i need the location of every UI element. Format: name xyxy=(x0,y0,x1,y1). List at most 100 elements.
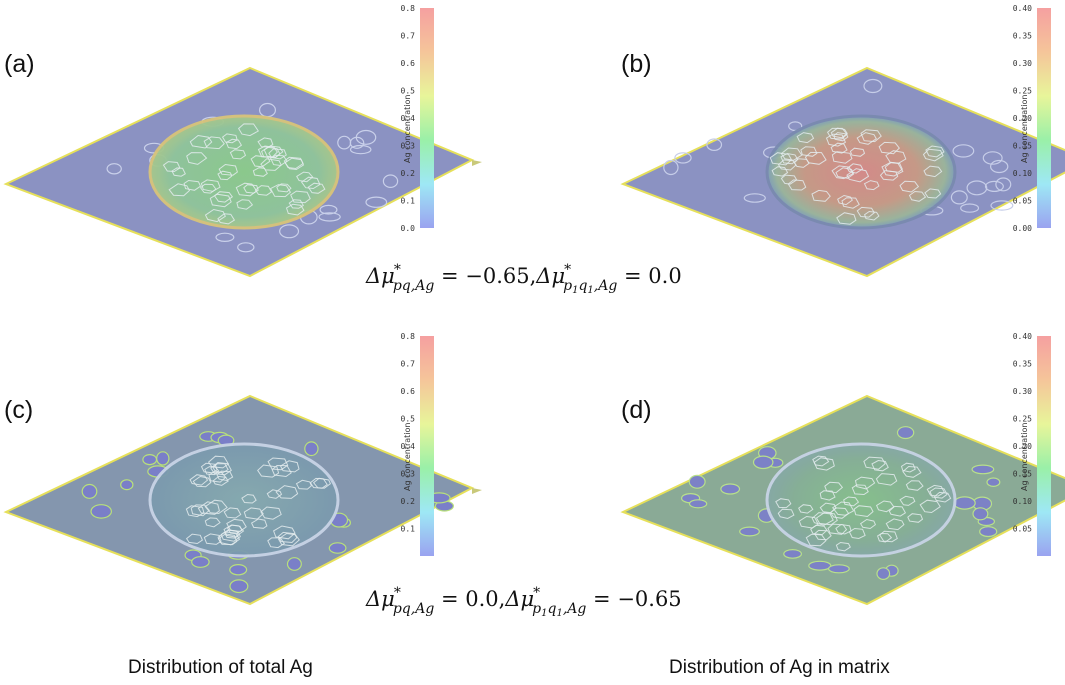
grain-boundary xyxy=(800,146,818,157)
panel-d: 0.40 0.35 0.30 0.25 0.20 0.15 0.10 0.05 Ag conce… xyxy=(620,332,1065,606)
precipitate xyxy=(365,196,388,208)
precipitate xyxy=(706,138,723,151)
precipitate xyxy=(863,78,883,94)
grain-boundary xyxy=(824,481,844,494)
grain-boundary xyxy=(275,485,299,499)
grain-boundary xyxy=(252,167,268,177)
grain-boundary xyxy=(277,532,300,547)
colorbar-tick-label: 0.05 xyxy=(1013,525,1032,534)
grain-boundary xyxy=(875,500,895,513)
grain-boundary xyxy=(168,183,191,197)
colorbar-tick-label: 0.1 xyxy=(401,197,416,206)
grain-boundary xyxy=(189,134,213,149)
grain-boundary xyxy=(884,161,903,173)
grain-boundary xyxy=(846,163,864,174)
grain-boundary xyxy=(200,179,221,192)
grain-boundary xyxy=(919,499,941,514)
precipitate xyxy=(752,455,774,470)
colorbar-tick-label: 0.6 xyxy=(401,59,416,68)
grain-boundary xyxy=(813,529,832,541)
grain-boundary xyxy=(288,199,304,209)
caption-right: Distribution of Ag in matrix xyxy=(669,657,890,678)
grain-boundary xyxy=(285,203,305,216)
grain-boundary xyxy=(835,523,852,535)
precipitate xyxy=(739,526,760,537)
grain-boundary xyxy=(923,165,943,178)
grain-boundary xyxy=(266,489,283,499)
colorbar-tick-label: 0.15 xyxy=(1013,470,1032,479)
colorbar-tick-label: 0.5 xyxy=(401,415,416,424)
grain-boundary xyxy=(200,462,218,474)
grain-boundary xyxy=(254,185,273,196)
colorbar-tick-label: 0.7 xyxy=(401,32,416,41)
grain-boundary xyxy=(189,474,209,486)
grain-boundary xyxy=(805,533,827,547)
precipitate xyxy=(349,144,372,155)
precipitate xyxy=(237,242,255,253)
colorbar-tick-label: 0.6 xyxy=(401,387,416,396)
precipitate xyxy=(318,212,341,222)
grain-boundary xyxy=(811,189,831,202)
grain-boundary xyxy=(221,133,238,144)
grain-boundary xyxy=(922,148,944,162)
grain-boundary xyxy=(223,507,242,519)
grain-boundary xyxy=(900,462,916,473)
grain-boundary xyxy=(217,533,238,546)
colorbar xyxy=(1037,336,1051,556)
grain-boundary xyxy=(796,132,815,144)
precipitate xyxy=(984,180,1004,192)
colorbar-tick-label: 0.40 xyxy=(1013,332,1032,341)
grain-boundary xyxy=(192,475,212,488)
grain-boundary xyxy=(831,151,853,164)
grain-region xyxy=(148,442,340,558)
grain-boundary xyxy=(908,190,927,202)
grain-boundary xyxy=(780,174,798,185)
grain-boundary xyxy=(775,498,792,509)
colorbar-tick-label: 0.1 xyxy=(401,525,416,534)
colorbar-tick-label: 0.35 xyxy=(1013,360,1032,369)
precipitate xyxy=(674,152,692,164)
panel-label-c: (c) xyxy=(4,396,34,424)
precipitate xyxy=(950,190,968,205)
precipitate xyxy=(960,203,980,213)
grain-boundary xyxy=(878,141,900,155)
grain-boundary xyxy=(871,459,889,472)
grain-boundary xyxy=(777,508,795,520)
precipitate xyxy=(337,135,352,150)
colorbar-tick-label: 0.15 xyxy=(1013,142,1032,151)
grain-boundary xyxy=(812,455,830,467)
grain-boundary xyxy=(853,505,874,518)
precipitate xyxy=(743,193,766,203)
colorbar-tick-label: 0.00 xyxy=(1013,224,1032,233)
precipitate xyxy=(995,177,1012,192)
colorbar-tick-label: 0.4 xyxy=(401,442,416,451)
equation-row1: Δμ*pq,Ag = −0.65,Δμ*p1q1,Ag = 0.0 xyxy=(366,262,682,296)
precipitate xyxy=(81,483,98,499)
grain-boundary xyxy=(272,525,296,540)
precipitate xyxy=(979,526,998,538)
grain-boundary xyxy=(924,188,942,199)
precipitate xyxy=(783,548,803,559)
precipitate xyxy=(953,496,976,510)
colorbar-tick-label: 0.30 xyxy=(1013,59,1032,68)
grain-boundary xyxy=(269,154,288,167)
grain-boundary xyxy=(217,213,236,225)
grain-boundary xyxy=(830,142,848,154)
precipitate xyxy=(982,151,1003,165)
grain-boundary xyxy=(243,184,259,194)
grain-boundary xyxy=(250,518,268,529)
colorbar-title: Ag concentration xyxy=(1020,423,1029,492)
colorbar-title: Ag concentration xyxy=(403,423,412,492)
grain-boundary xyxy=(859,518,877,530)
colorbar-tick-label: 0.4 xyxy=(401,114,416,123)
precipitate xyxy=(663,159,679,176)
grain-boundary xyxy=(197,501,220,515)
precipitate xyxy=(990,200,1014,211)
grain-boundary xyxy=(241,493,257,504)
grain-boundary xyxy=(199,183,217,194)
grain-boundary xyxy=(825,133,847,147)
grain-boundary xyxy=(925,145,945,158)
precipitate xyxy=(876,567,891,581)
